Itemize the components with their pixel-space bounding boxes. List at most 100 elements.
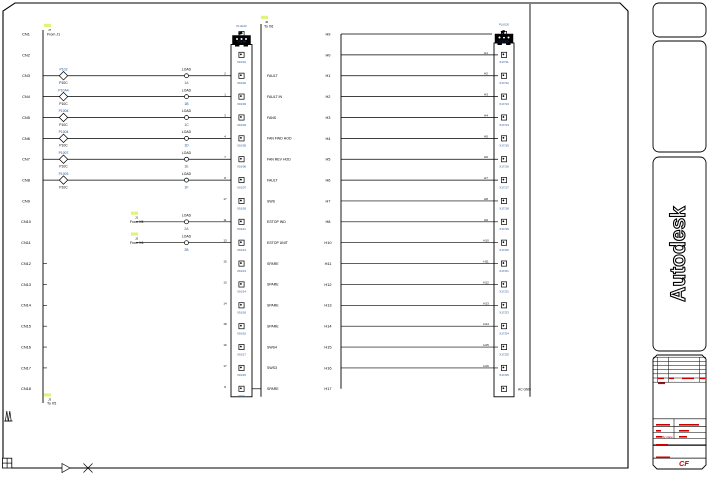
svg-text:16: 16 [223, 343, 227, 347]
svg-text:H13: H13 [483, 301, 489, 305]
svg-text:LOAD: LOAD [182, 67, 192, 71]
svg-text:13: 13 [223, 280, 227, 284]
svg-text:J2: J2 [135, 237, 139, 241]
svg-text:CN18: CN18 [21, 386, 31, 391]
svg-text:8: 8 [224, 176, 226, 180]
svg-text:X01/07: X01/07 [237, 185, 246, 189]
svg-text:H8: H8 [326, 219, 331, 224]
svg-text:To X6: To X6 [264, 24, 273, 28]
svg-text:X01/05: X01/05 [237, 144, 246, 148]
svg-text:H1: H1 [326, 73, 331, 78]
svg-text:CN5: CN5 [22, 115, 30, 120]
svg-text:H15: H15 [324, 344, 331, 349]
svg-text:X17/26: X17/26 [499, 373, 509, 377]
svg-text:1: 1 [224, 93, 226, 97]
svg-text:P102: P102 [60, 67, 68, 71]
svg-text:CF: CF [679, 459, 689, 468]
svg-text:X17/14: X17/14 [499, 123, 509, 127]
svg-text:X17/23: X17/23 [499, 311, 509, 315]
svg-text:FAULT: FAULT [267, 178, 278, 182]
svg-text:H4: H4 [484, 113, 488, 117]
svg-text:X17/18: X17/18 [499, 206, 509, 210]
svg-text:LOAD: LOAD [182, 88, 192, 92]
svg-text:By Date: By Date [662, 435, 673, 439]
svg-text:SPARE: SPARE [267, 283, 279, 287]
svg-text:H14: H14 [483, 322, 489, 326]
svg-text:LOAD: LOAD [182, 172, 192, 176]
svg-text:X17/15: X17/15 [499, 144, 509, 148]
svg-text:1D: 1D [184, 144, 189, 148]
svg-text:H7: H7 [326, 198, 331, 203]
svg-text:H5: H5 [484, 134, 488, 138]
svg-text:P1004: P1004 [59, 130, 69, 134]
svg-text:CN11: CN11 [21, 240, 31, 245]
svg-text:J7: J7 [48, 28, 52, 32]
svg-text:P10C: P10C [59, 123, 68, 127]
svg-text:H2: H2 [484, 72, 488, 76]
svg-text:X01/17: X01/17 [237, 352, 246, 356]
svg-text:CN15: CN15 [21, 324, 31, 329]
svg-text:1E: 1E [184, 165, 189, 169]
svg-text:H7: H7 [484, 176, 488, 180]
svg-text:CN2: CN2 [22, 52, 30, 57]
svg-text:CN4: CN4 [22, 94, 31, 99]
svg-text:FAN REV HOD: FAN REV HOD [267, 158, 291, 162]
svg-text:P1004: P1004 [59, 109, 69, 113]
svg-text:H6: H6 [326, 177, 331, 182]
svg-text:H12: H12 [483, 280, 489, 284]
svg-text:1C: 1C [184, 123, 189, 127]
svg-text:H5: H5 [326, 157, 331, 162]
svg-text:X17/13: X17/13 [499, 102, 509, 106]
svg-text:SPARE: SPARE [267, 262, 279, 266]
svg-text:X01/18: X01/18 [237, 206, 246, 210]
svg-text:1B: 1B [184, 102, 189, 106]
svg-text:1A: 1A [184, 81, 189, 85]
svg-text:AC GND: AC GND [518, 387, 531, 391]
svg-text:CN6: CN6 [22, 136, 30, 141]
svg-text:H12: H12 [324, 282, 331, 287]
svg-text:P10C: P10C [59, 185, 68, 189]
svg-text:15: 15 [223, 260, 227, 264]
svg-text:17: 17 [223, 197, 227, 201]
svg-text:H11: H11 [483, 260, 489, 264]
svg-text:2: 2 [224, 72, 226, 76]
svg-text:P10C: P10C [59, 102, 68, 106]
svg-text:X01/08: X01/08 [237, 39, 246, 43]
svg-text:H10: H10 [324, 240, 332, 245]
svg-text:2A: 2A [184, 227, 189, 231]
svg-text:X17/09: X17/09 [499, 39, 509, 43]
svg-text:CN16: CN16 [21, 344, 31, 349]
svg-text:CN17: CN17 [21, 365, 31, 370]
svg-text:CN12: CN12 [21, 261, 31, 266]
svg-text:H6: H6 [484, 155, 488, 159]
svg-text:LOAD: LOAD [182, 109, 192, 113]
svg-text:PLUG20: PLUG20 [499, 23, 510, 27]
svg-text:X01/03: X01/03 [237, 102, 246, 106]
svg-text:X01/01: X01/01 [237, 60, 246, 64]
svg-text:CN3: CN3 [22, 73, 30, 78]
svg-text:CN14: CN14 [21, 303, 32, 308]
svg-text:H10: H10 [483, 239, 489, 243]
svg-text:H9: H9 [326, 31, 331, 36]
svg-text:FAULT: FAULT [267, 74, 278, 78]
svg-text:H3: H3 [484, 93, 488, 97]
svg-text:H15: H15 [483, 343, 489, 347]
svg-text:P10C: P10C [59, 81, 68, 85]
svg-text:2B: 2B [184, 248, 189, 252]
svg-text:7: 7 [224, 155, 226, 159]
svg-text:H3: H3 [326, 115, 331, 120]
svg-text:P1007: P1007 [59, 151, 69, 155]
svg-text:X17/22: X17/22 [499, 290, 509, 294]
svg-text:X01/13: X01/13 [237, 248, 246, 252]
svg-text:P1003: P1003 [59, 172, 69, 176]
svg-text:H4: H4 [326, 136, 332, 141]
svg-text:H2: H2 [326, 94, 331, 99]
svg-text:X17/21: X17/21 [499, 269, 509, 273]
svg-text:17: 17 [223, 364, 227, 368]
svg-text:11: 11 [223, 218, 226, 222]
svg-text:X01/18: X01/18 [237, 311, 246, 315]
svg-text:H1: H1 [484, 51, 488, 55]
svg-text:CN10: CN10 [21, 219, 32, 224]
svg-text:X01/02: X01/02 [237, 81, 246, 85]
svg-text:P10C: P10C [59, 144, 68, 148]
